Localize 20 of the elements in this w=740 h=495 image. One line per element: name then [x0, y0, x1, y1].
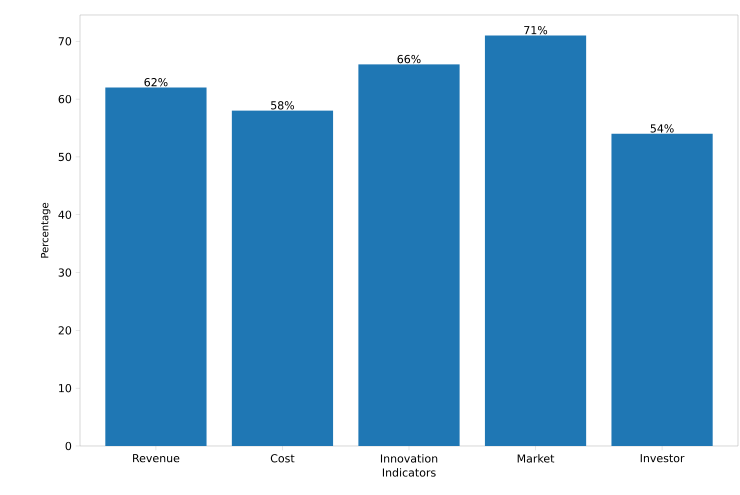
y-tick-label: 40	[58, 210, 72, 219]
x-tick-label: Investor	[640, 454, 684, 462]
data-label: 71%	[524, 26, 548, 34]
y-tick-label: 70	[58, 37, 72, 46]
y-tick-label: 50	[58, 152, 72, 162]
y-tick-label: 30	[58, 268, 72, 277]
data-label: 62%	[144, 78, 168, 86]
y-axis-title: Percentage	[40, 202, 50, 258]
x-axis-title: Indicators	[382, 468, 436, 477]
data-label: 58%	[271, 101, 294, 110]
x-tick-label: Market	[518, 454, 554, 463]
y-tick-label: 0	[66, 442, 72, 450]
x-tick-label: Cost	[270, 454, 294, 462]
data-label: 66%	[398, 54, 421, 64]
data-label: 54%	[650, 124, 674, 133]
x-tick-label: Revenue	[133, 454, 180, 462]
x-tick-label: Innovation	[380, 454, 438, 463]
y-tick-label: 10	[59, 384, 72, 392]
y-tick-label: 60	[58, 94, 72, 104]
y-tick-label: 20	[58, 326, 72, 335]
